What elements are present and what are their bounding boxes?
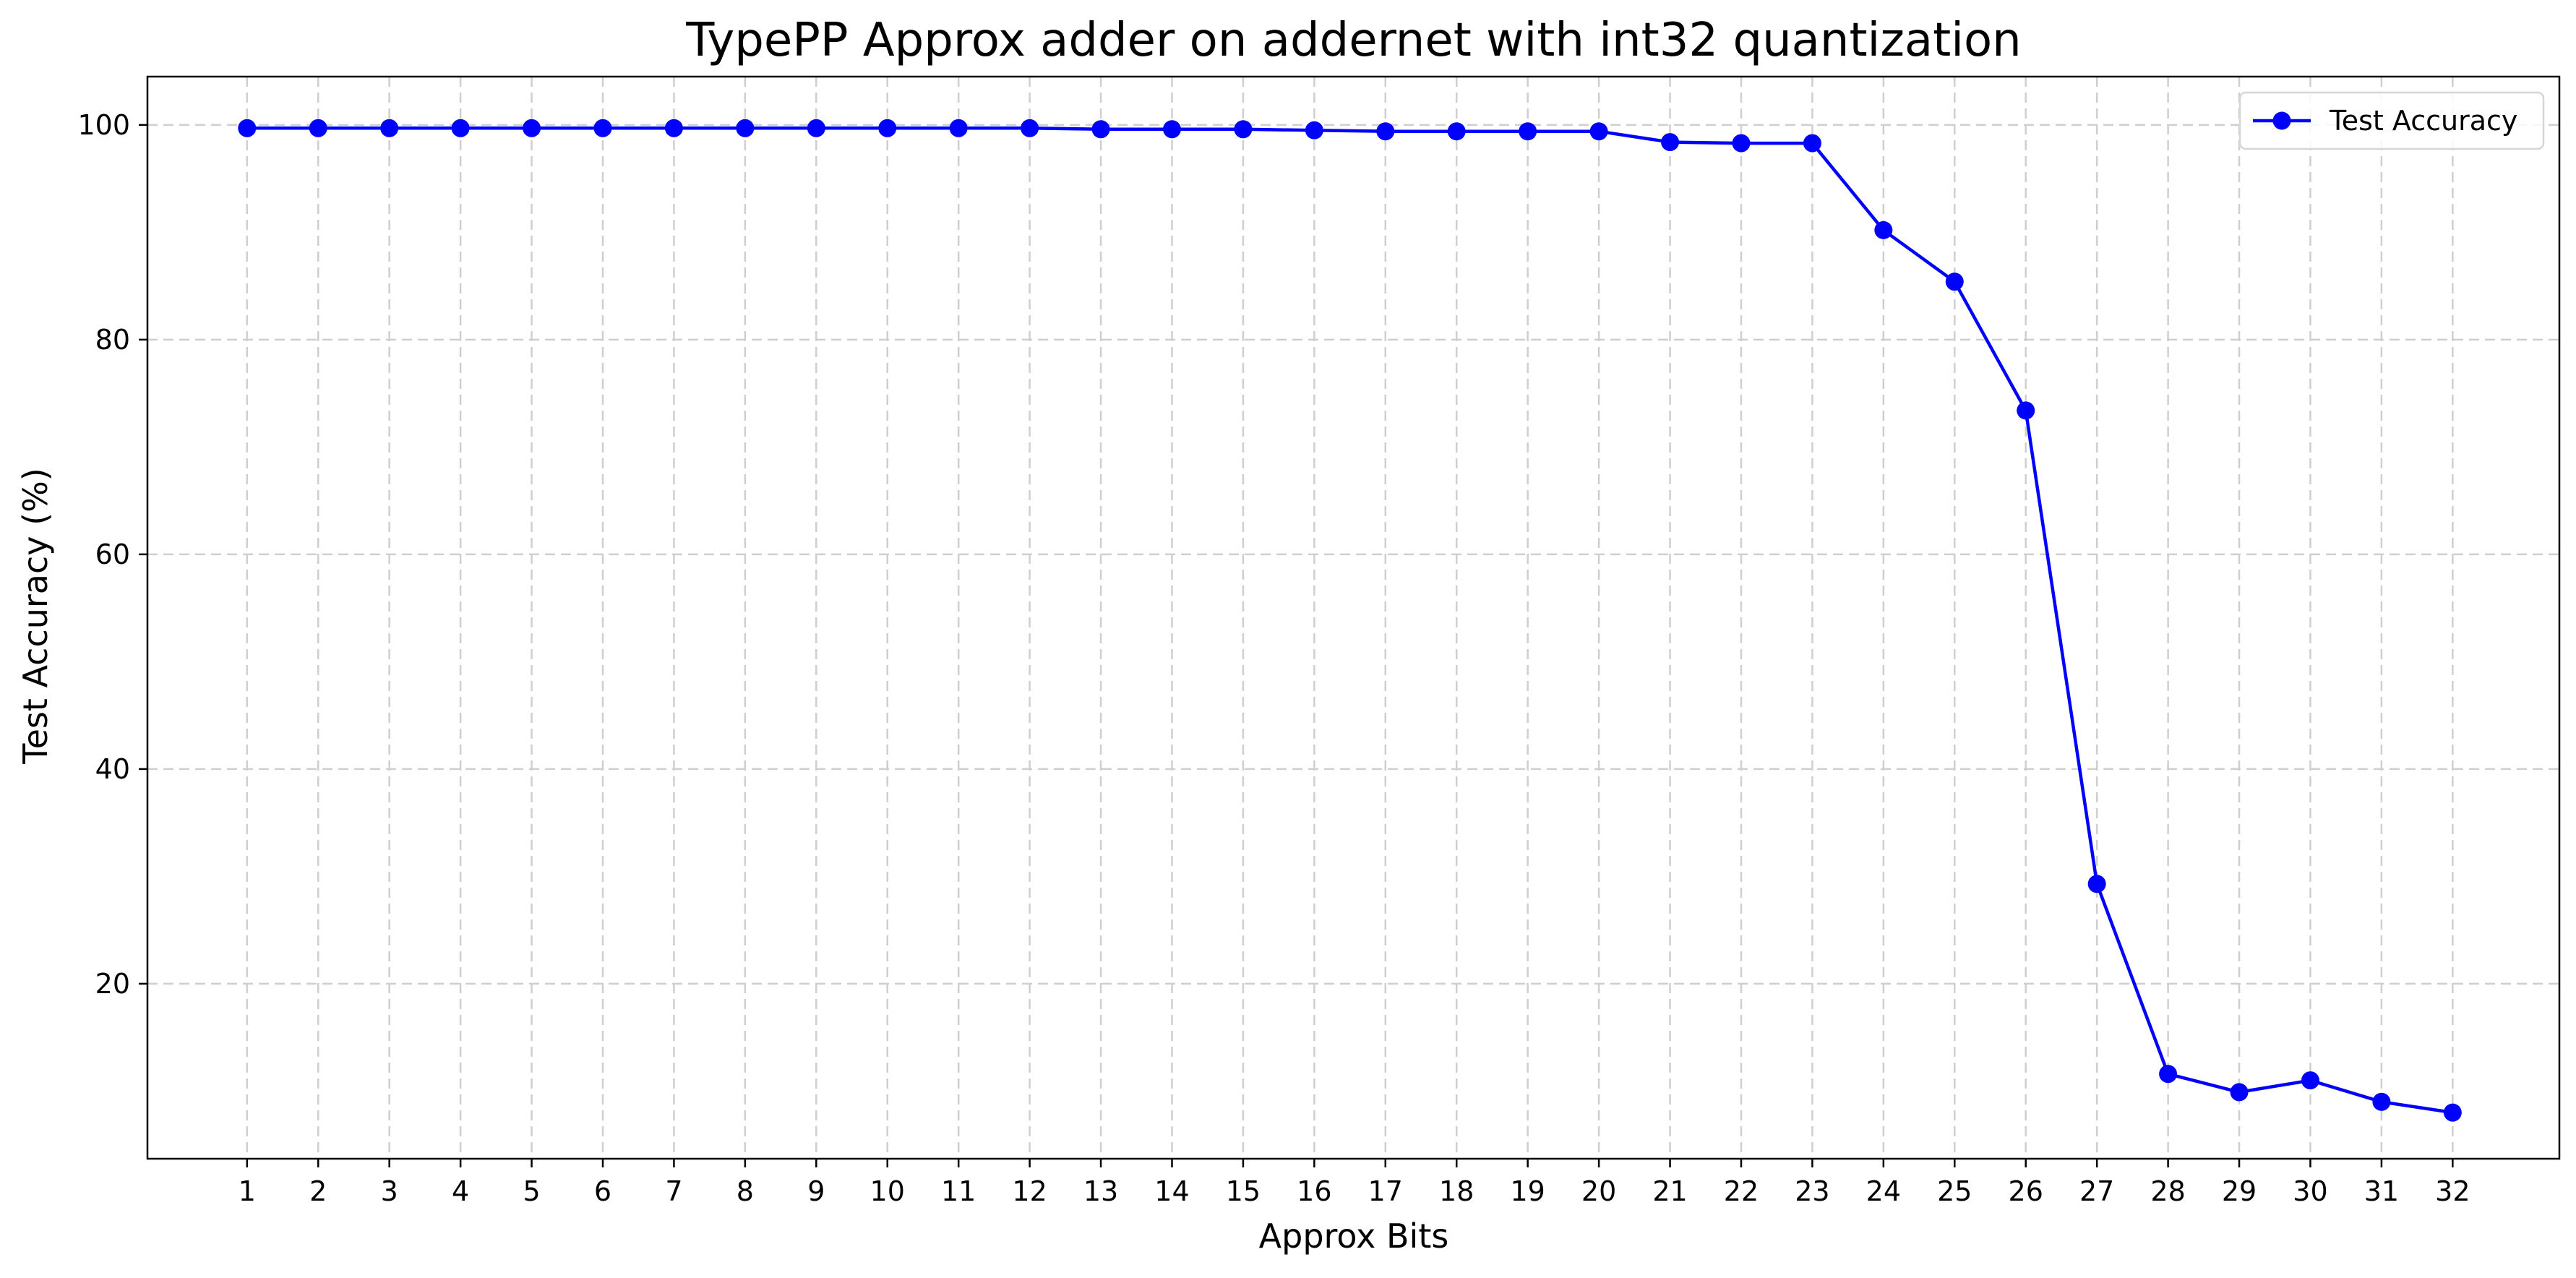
data-point xyxy=(807,119,825,137)
y-tick-label: 60 xyxy=(95,539,130,570)
data-point xyxy=(1021,119,1039,137)
data-point xyxy=(949,119,968,137)
x-tick-label: 15 xyxy=(1226,1175,1261,1207)
x-tick-label: 3 xyxy=(381,1175,398,1207)
legend-label: Test Accuracy xyxy=(2329,105,2517,137)
x-tick-label: 29 xyxy=(2222,1175,2257,1207)
x-tick-label: 18 xyxy=(1439,1175,1474,1207)
data-point xyxy=(1589,122,1608,141)
data-point xyxy=(1874,220,1893,239)
x-tick-label: 2 xyxy=(309,1175,327,1207)
x-tick-label: 20 xyxy=(1581,1175,1616,1207)
x-tick-label: 5 xyxy=(523,1175,540,1207)
series-line xyxy=(246,126,2453,1115)
data-point xyxy=(593,119,612,137)
data-point xyxy=(664,119,683,137)
data-point xyxy=(2301,1071,2319,1090)
y-tick-label: 40 xyxy=(95,753,130,785)
x-tick-label: 6 xyxy=(594,1175,611,1207)
y-tick-label: 80 xyxy=(95,324,130,356)
grid xyxy=(147,77,2559,1159)
x-tick-label: 8 xyxy=(737,1175,754,1207)
data-point xyxy=(238,119,257,137)
x-tick-label: 26 xyxy=(2009,1175,2043,1207)
data-point xyxy=(2159,1065,2178,1084)
x-tick-label: 12 xyxy=(1012,1175,1047,1207)
data-point xyxy=(2372,1092,2391,1111)
x-tick-label: 27 xyxy=(2079,1175,2114,1207)
data-point xyxy=(523,119,541,137)
y-tick-label: 100 xyxy=(77,109,130,141)
data-point xyxy=(736,119,755,137)
legend: Test Accuracy xyxy=(2238,91,2545,150)
x-tick-label: 16 xyxy=(1297,1175,1331,1207)
x-tick-label: 28 xyxy=(2150,1175,2185,1207)
data-point xyxy=(309,119,327,137)
data-point xyxy=(1376,122,1395,141)
x-tick-label: 25 xyxy=(1937,1175,1972,1207)
data-point xyxy=(1447,122,1466,141)
x-tick-label: 17 xyxy=(1368,1175,1403,1207)
x-tick-label: 9 xyxy=(807,1175,825,1207)
x-tick-label: 31 xyxy=(2364,1175,2399,1207)
x-tick-label: 7 xyxy=(665,1175,682,1207)
legend-marker-swatch xyxy=(2272,111,2291,130)
data-point xyxy=(1661,133,1680,152)
data-point xyxy=(2443,1103,2462,1122)
x-tick-label: 11 xyxy=(941,1175,976,1207)
x-tick-label: 22 xyxy=(1724,1175,1759,1207)
x-tick-label: 23 xyxy=(1795,1175,1829,1207)
data-point xyxy=(2087,875,2106,893)
x-tick-label: 4 xyxy=(452,1175,469,1207)
data-point xyxy=(1803,134,1821,153)
axes: 1 2 3 4 5 6 7 8 9 10 11 12 13 14 15 16 17 18 19 20 21 22 23 24 2… xyxy=(77,75,2561,1207)
data-point xyxy=(1305,121,1323,140)
y-axis-label: Test Accuracy (%) xyxy=(16,468,55,764)
x-tick-label: 14 xyxy=(1154,1175,1189,1207)
x-tick-label: 32 xyxy=(2435,1175,2470,1207)
plot-frame xyxy=(146,75,2561,1160)
data-point xyxy=(878,119,897,137)
x-tick-label: 1 xyxy=(239,1175,256,1207)
x-tick-label: 13 xyxy=(1083,1175,1118,1207)
y-tick-label: 20 xyxy=(95,968,130,1000)
x-tick-label: 19 xyxy=(1510,1175,1545,1207)
data-point xyxy=(2017,401,2035,420)
data-point xyxy=(1945,273,1964,291)
data-point xyxy=(1162,120,1181,139)
data-point xyxy=(1091,120,1110,139)
data-point xyxy=(1519,122,1537,141)
x-tick-label: 24 xyxy=(1866,1175,1901,1207)
data-point xyxy=(1234,120,1253,139)
series xyxy=(238,119,2462,1122)
data-point xyxy=(1732,134,1751,153)
x-axis-label: Approx Bits xyxy=(1259,1217,1449,1256)
data-point xyxy=(2230,1083,2249,1102)
data-point xyxy=(451,119,470,137)
x-tick-label: 30 xyxy=(2293,1175,2327,1207)
x-tick-label: 10 xyxy=(870,1175,905,1207)
legend-box xyxy=(2238,91,2545,150)
x-tick-label: 21 xyxy=(1652,1175,1687,1207)
data-point xyxy=(380,119,399,137)
chart-title: TypePP Approx adder on addernet with int… xyxy=(685,14,2021,67)
